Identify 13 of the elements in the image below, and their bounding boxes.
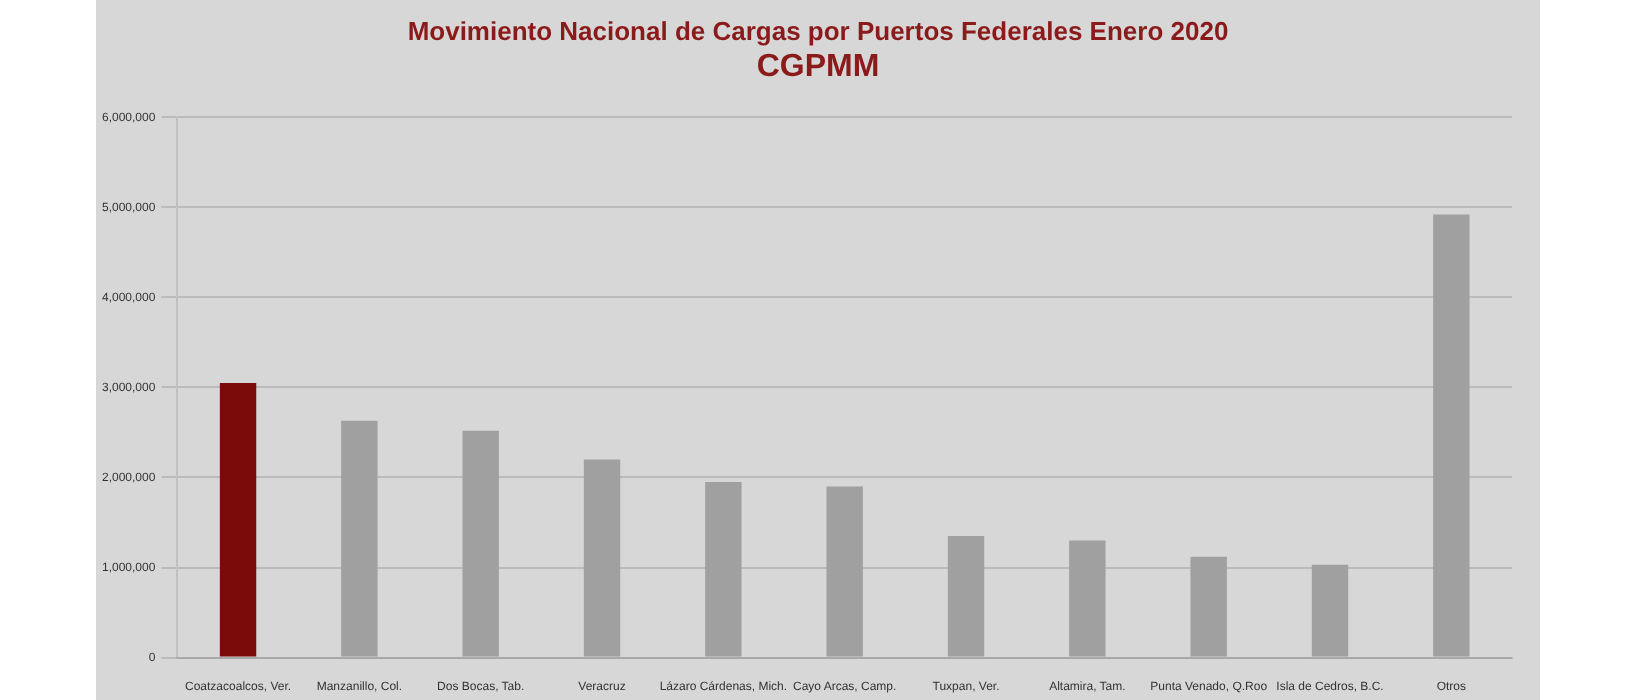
bar	[705, 481, 742, 657]
chart-title: Movimiento Nacional de Cargas por Puertos Federales Enero 2020	[405, 16, 1231, 46]
bar	[341, 420, 378, 657]
bar	[1311, 564, 1349, 657]
bar	[826, 486, 863, 657]
chart-subtitle: CGPMM	[754, 50, 882, 86]
bar	[1190, 556, 1227, 657]
bar	[1433, 214, 1470, 657]
bar	[462, 430, 499, 657]
bar	[1069, 540, 1106, 657]
bar	[219, 382, 257, 657]
bar	[947, 536, 985, 657]
bar	[583, 459, 621, 657]
